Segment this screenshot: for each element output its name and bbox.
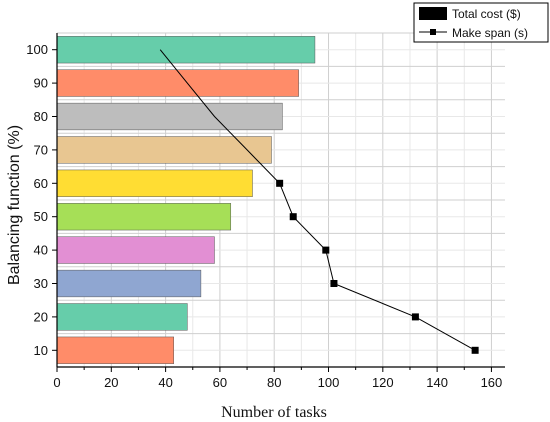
y-tick-label: 100 <box>26 42 48 57</box>
x-axis-title: Number of tasks <box>221 404 327 421</box>
x-tick-label: 160 <box>481 375 503 390</box>
make-span-line <box>159 49 476 351</box>
make-span-point-10 <box>471 346 479 354</box>
bar-70 <box>56 136 272 164</box>
x-tick-label: 20 <box>104 375 118 390</box>
line-series <box>159 49 479 354</box>
bar-40 <box>56 236 215 264</box>
make-span-point-60 <box>276 179 284 187</box>
bar-60 <box>56 169 253 197</box>
y-tick-label: 50 <box>34 209 48 224</box>
make-span-point-20 <box>411 313 419 321</box>
legend-swatch-total-cost <box>419 7 447 20</box>
legend-label-total-cost: Total cost ($) <box>452 7 521 21</box>
make-span-point-30 <box>330 280 338 287</box>
y-tick-label: 90 <box>34 76 48 91</box>
y-tick-label: 20 <box>34 309 48 324</box>
y-tick-label: 10 <box>34 343 48 358</box>
y-tick-label: 30 <box>34 276 48 291</box>
x-tick-label: 140 <box>426 375 448 390</box>
y-tick-label: 70 <box>34 142 48 157</box>
bar-30 <box>56 269 202 298</box>
make-span-point-50 <box>289 213 297 221</box>
y-tick-label: 60 <box>34 176 48 191</box>
legend: Total cost ($) Make span (s) <box>413 2 549 43</box>
x-tick-label: 80 <box>267 375 281 390</box>
y-tick-label: 80 <box>34 109 48 124</box>
x-tick-label: 120 <box>372 375 394 390</box>
x-tick-label: 40 <box>158 375 172 390</box>
y-axis-title: Balancing function (%) <box>6 125 23 285</box>
bar-20 <box>56 303 188 331</box>
axes <box>52 33 505 372</box>
x-tick-label: 0 <box>53 375 60 390</box>
x-tick-label: 60 <box>213 375 227 390</box>
bar-80 <box>56 102 283 131</box>
bar-series <box>56 36 316 364</box>
tick-labels: 0 20 40 60 80 100 120 140 160 10 20 30 40 50 60 70 80 90 1… <box>26 42 502 390</box>
make-span-point-40 <box>322 246 330 254</box>
bar-100 <box>56 36 316 64</box>
bar-10 <box>56 336 175 364</box>
legend-marker-make-span <box>430 29 436 35</box>
y-tick-label: 40 <box>34 243 48 258</box>
bar-90 <box>56 69 299 97</box>
x-tick-label: 100 <box>318 375 340 390</box>
bar-50 <box>56 203 232 231</box>
legend-label-make-span: Make span (s) <box>452 26 528 40</box>
